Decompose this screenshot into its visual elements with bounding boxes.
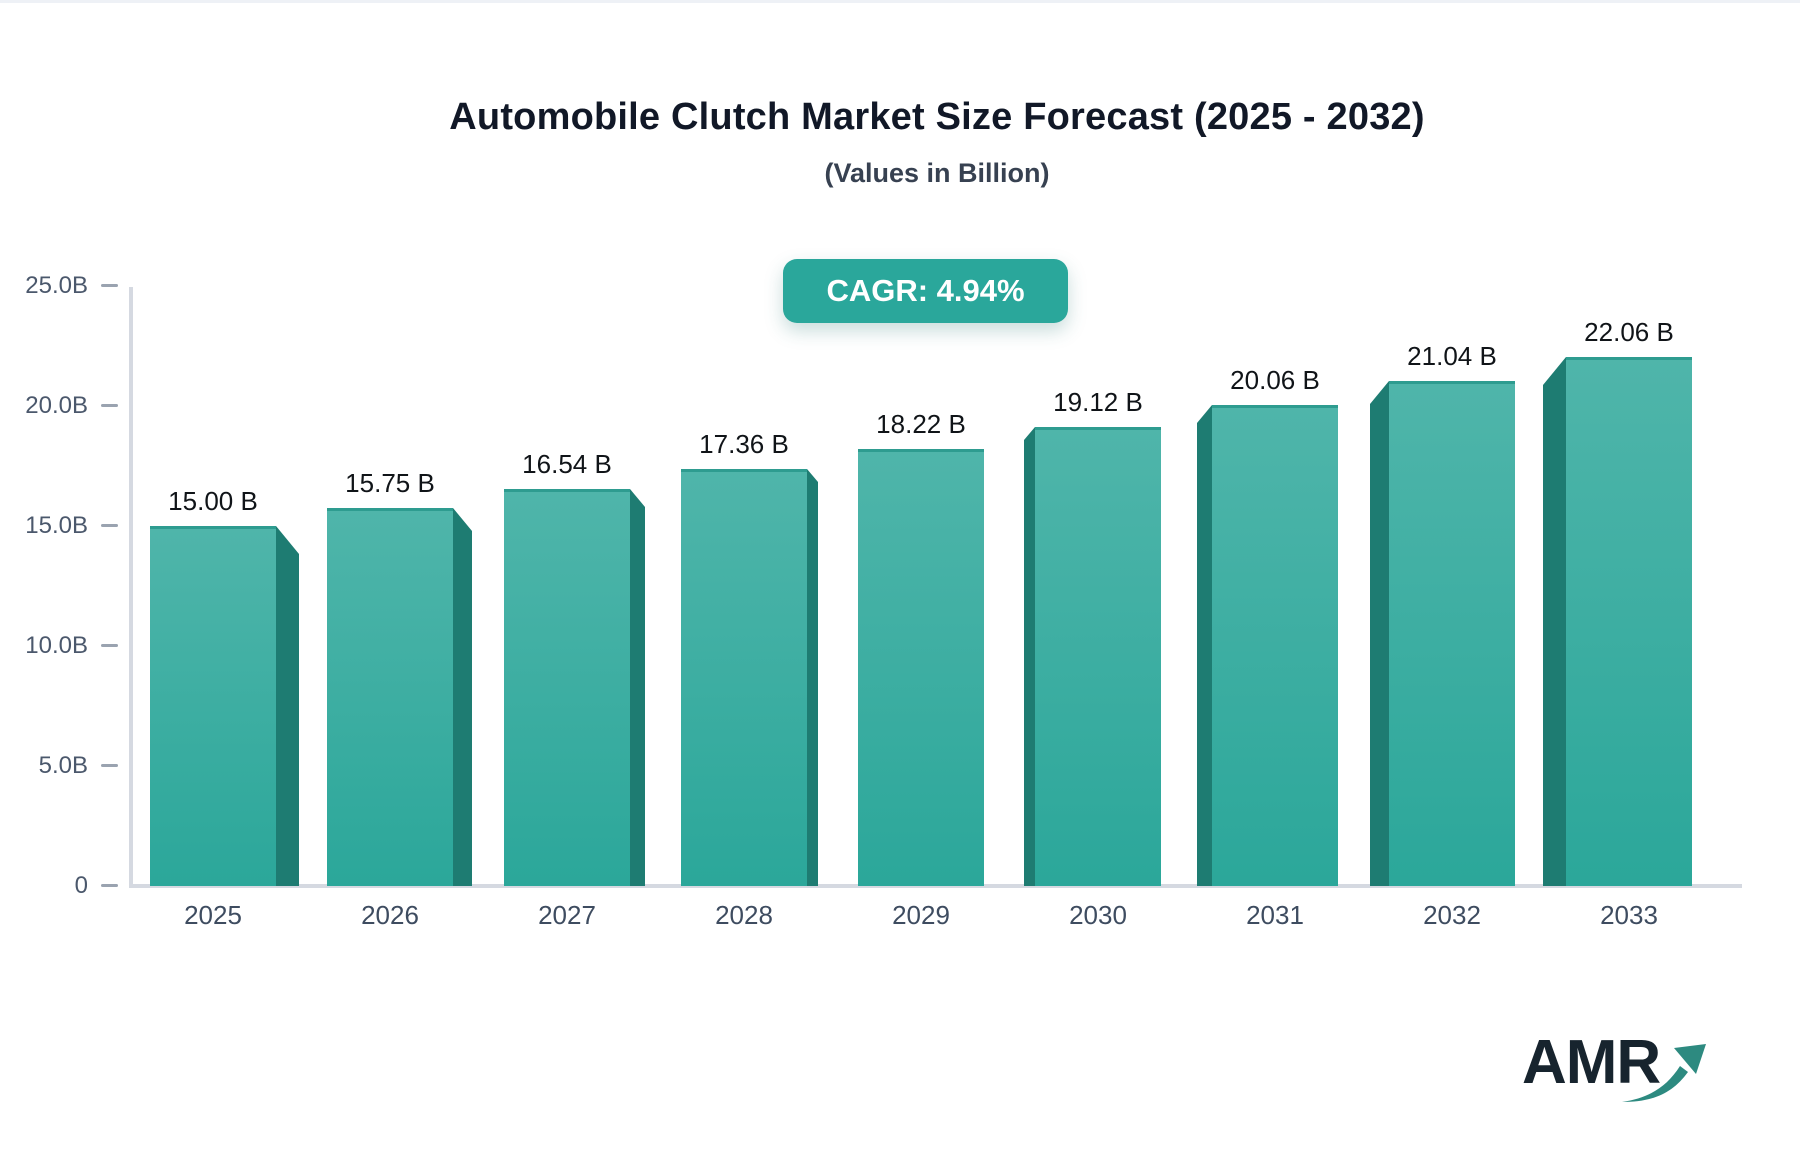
x-axis-label: 2033 [1600, 900, 1658, 930]
bar-value-label: 21.04 B [1407, 341, 1497, 371]
bar [1389, 381, 1515, 886]
bar-side-face [1370, 381, 1389, 886]
y-axis-tick-label: 0 [74, 872, 88, 899]
bar-side-face [453, 508, 472, 886]
bar [1035, 427, 1161, 886]
bar-side-face [276, 526, 299, 886]
bar-side-face [1543, 357, 1566, 886]
window-top-border [0, 0, 1800, 3]
bar-side-face [1024, 427, 1035, 886]
bar-value-label: 16.54 B [522, 449, 612, 479]
bar-value-label: 15.75 B [345, 468, 435, 498]
bar-value-label: 20.06 B [1230, 365, 1320, 395]
x-axis-label: 2026 [361, 900, 419, 930]
cagr-badge: CAGR: 4.94% [783, 259, 1068, 323]
bar-value-label: 18.22 B [876, 409, 966, 439]
x-axis-label: 2031 [1246, 900, 1304, 930]
y-axis-tick-mark [101, 404, 118, 407]
y-axis-tick-mark [101, 644, 118, 647]
bar [858, 449, 984, 886]
chart-subtitle: (Values in Billion) [824, 158, 1050, 188]
y-axis-tick-mark [101, 884, 118, 887]
growth-arrow-icon [1622, 1044, 1706, 1102]
bar-side-face [1197, 405, 1212, 886]
y-axis-tick-mark [101, 524, 118, 527]
y-axis-tick-label: 20.0B [25, 392, 88, 419]
amr-logo: AMR [1522, 1030, 1712, 1120]
page-title: Automobile Clutch Market Size Forecast (… [449, 96, 1425, 138]
amr-logo-text: AMR [1522, 1028, 1661, 1097]
bar [504, 489, 630, 886]
x-axis-label: 2032 [1423, 900, 1481, 930]
y-axis-tick-label: 10.0B [25, 632, 88, 659]
x-axis-baseline [129, 884, 1742, 888]
bar-value-label: 22.06 B [1584, 317, 1674, 347]
y-axis-tick-mark [101, 764, 118, 767]
y-axis-tick-label: 25.0B [25, 272, 88, 299]
x-axis-label: 2025 [184, 900, 242, 930]
bar-side-face [630, 489, 645, 886]
y-axis-tick-label: 15.0B [25, 512, 88, 539]
x-axis-label: 2028 [715, 900, 773, 930]
y-axis-tick-label: 5.0B [38, 752, 88, 779]
bar-value-label: 19.12 B [1053, 387, 1143, 417]
x-axis-label: 2027 [538, 900, 596, 930]
bar-value-label: 15.00 B [168, 486, 258, 516]
y-axis-tick-mark [101, 284, 118, 287]
bar [681, 469, 807, 886]
bar [327, 508, 453, 886]
bar-side-face [807, 469, 818, 886]
x-axis-label: 2029 [892, 900, 950, 930]
bar [150, 526, 276, 886]
y-axis-line [129, 287, 133, 886]
x-axis-label: 2030 [1069, 900, 1127, 930]
bar-value-label: 17.36 B [699, 429, 789, 459]
bar [1566, 357, 1692, 886]
bar [1212, 405, 1338, 886]
